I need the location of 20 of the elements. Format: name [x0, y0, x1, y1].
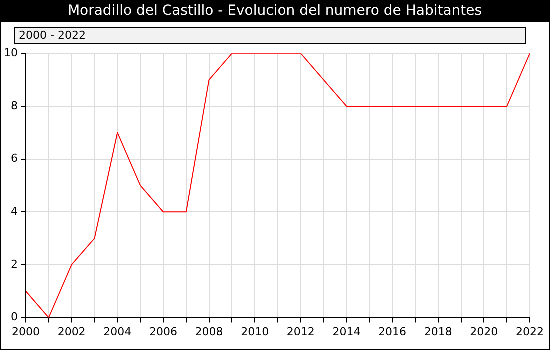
x-tick-label: 2006: [149, 325, 178, 338]
x-tick-label: 2014: [332, 325, 361, 338]
y-tick-label: 10: [4, 46, 18, 60]
x-tick-label: 2018: [424, 325, 452, 338]
chart-title: Moradillo del Castillo - Evolucion del numero de Habitantes: [1, 1, 549, 22]
x-tick-label: 2010: [241, 325, 270, 338]
x-tick-label: 2022: [516, 325, 544, 338]
chart-subtitle: 2000 - 2022: [14, 27, 526, 44]
x-tick-label: 2020: [470, 325, 498, 338]
y-tick-label: 6: [10, 152, 18, 166]
x-tick-label: 2008: [195, 325, 224, 338]
x-tick-label: 2012: [286, 325, 315, 338]
x-tick-label: 2004: [104, 325, 132, 338]
y-tick-label: 8: [10, 99, 18, 112]
x-tick-label: 2016: [378, 325, 407, 338]
y-tick-label: 0: [10, 310, 18, 324]
y-tick-label: 4: [10, 204, 18, 218]
y-tick-label: 2: [10, 258, 18, 271]
x-tick-label: 2000: [12, 325, 40, 338]
x-tick-label: 2002: [58, 325, 86, 338]
